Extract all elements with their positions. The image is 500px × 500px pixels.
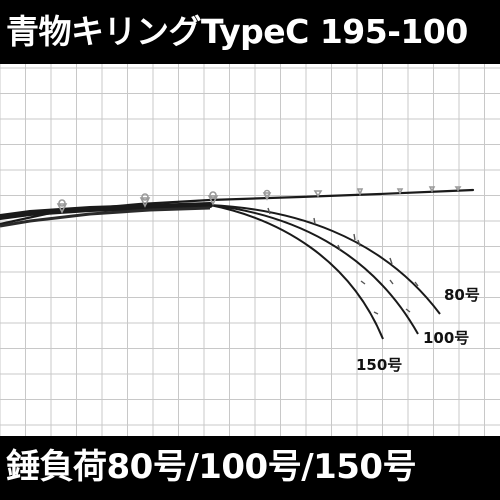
rod-curve-100 (209, 204, 419, 335)
rod-curve-80 (209, 204, 441, 315)
curve-label-100: 100号 (423, 329, 470, 347)
product-title: 青物キリングTypeC 195-100 (6, 12, 468, 51)
caption-banner: 錘負荷80号/100号/150号 (0, 436, 500, 500)
load-caption: 錘負荷80号/100号/150号 (6, 447, 417, 487)
rod-curve-150 (209, 204, 384, 340)
rod-guides (56, 186, 462, 214)
title-banner: 青物キリングTypeC 195-100 (0, 0, 500, 64)
curve-label-150: 150号 (356, 356, 403, 374)
curve-label-80: 80号 (444, 286, 480, 304)
grid (0, 64, 500, 436)
rod-bend-diagram (0, 64, 500, 436)
rod-butt (0, 202, 213, 228)
curve-guides (267, 207, 419, 315)
